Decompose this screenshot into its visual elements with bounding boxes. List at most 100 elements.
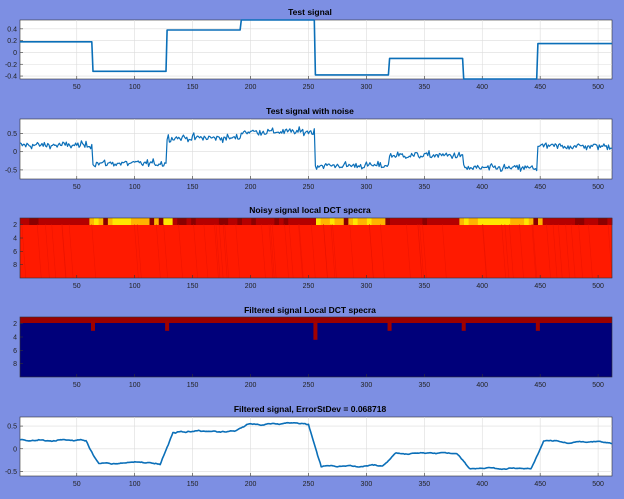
x-tick-label: 500 <box>592 382 604 389</box>
heatmap-cell <box>306 218 312 225</box>
x-tick-label: 350 <box>418 184 430 191</box>
x-tick-label: 450 <box>534 481 546 488</box>
heatmap-cell <box>357 218 363 225</box>
heatmap-cell <box>399 218 405 225</box>
heatmap-cell <box>501 218 507 225</box>
panel-noisy-signal: Test signal with noise 0.5 0 -0.5 50 100 150… <box>5 106 613 191</box>
heatmap-cell <box>255 218 261 225</box>
x-tick-label: 450 <box>534 283 546 290</box>
heatmap-cell <box>228 218 234 225</box>
heatmap-cell <box>394 218 400 225</box>
heatmap-cell <box>505 218 511 225</box>
heatmap-cell <box>274 218 280 225</box>
chart-title: Noisy signal local DCT specra <box>249 205 371 215</box>
heatmap-cell <box>131 218 137 225</box>
x-tick-label: 400 <box>476 84 488 91</box>
y-tick-label: 4 <box>13 236 17 243</box>
heatmap-cell <box>181 218 187 225</box>
heatmap-cell <box>542 218 548 225</box>
heatmap-cell <box>473 218 479 225</box>
x-tick-label: 50 <box>73 382 81 389</box>
heatmap-cell <box>24 218 30 225</box>
x-tick-label: 350 <box>418 382 430 389</box>
heatmap-cell <box>551 218 557 225</box>
heatmap-cell <box>461 320 466 331</box>
heatmap-cell <box>408 218 414 225</box>
x-tick-label: 400 <box>476 184 488 191</box>
heatmap <box>20 218 613 279</box>
chart-title: Filtered signal Local DCT specra <box>244 305 376 315</box>
heatmap-cell <box>329 218 335 225</box>
x-tick-label: 300 <box>361 283 373 290</box>
y-tick-label: 0.5 <box>7 131 17 138</box>
heatmap-cell <box>195 218 201 225</box>
chart-title: Test signal with noise <box>266 106 354 116</box>
heatmap-cell <box>242 218 248 225</box>
heatmap-cell <box>588 218 594 225</box>
panel-test-signal: Test signal 0.4 0.2 0 -0.2 -0.4 50 100 150 200 2… <box>5 7 613 91</box>
heatmap-cell <box>297 218 303 225</box>
heatmap-cell <box>80 218 86 225</box>
x-tick-label: 250 <box>303 283 315 290</box>
x-tick-label: 400 <box>476 481 488 488</box>
heatmap-cell <box>533 218 539 225</box>
heatmap-cell <box>33 218 39 225</box>
heatmap-cell <box>135 218 141 225</box>
heatmap-cell <box>602 218 608 225</box>
x-tick-label: 200 <box>245 382 257 389</box>
y-tick-label: 0 <box>13 446 17 453</box>
x-tick-label: 100 <box>129 184 141 191</box>
heatmap-cell <box>575 218 581 225</box>
heatmap-cell <box>311 218 317 225</box>
heatmap-cell <box>320 218 326 225</box>
heatmap-cell <box>90 320 95 331</box>
x-tick-label: 150 <box>187 283 199 290</box>
heatmap-cell <box>528 218 534 225</box>
heatmap-cell <box>570 218 576 225</box>
y-tick-label: 2 <box>13 321 17 328</box>
heatmap-cell <box>84 218 90 225</box>
heatmap-cell <box>165 320 170 331</box>
x-tick-label: 200 <box>245 84 257 91</box>
heatmap-cell <box>514 218 520 225</box>
x-tick-label: 300 <box>361 184 373 191</box>
x-tick-label: 50 <box>73 84 81 91</box>
heatmap-cell <box>260 218 266 225</box>
y-tick-label: 4 <box>13 335 17 342</box>
y-tick-label: 0.4 <box>7 26 17 33</box>
heatmap-cell <box>177 218 183 225</box>
x-tick-label: 150 <box>187 184 199 191</box>
heatmap-cell <box>348 218 354 225</box>
heatmap-cell <box>422 218 428 225</box>
heatmap-cell <box>334 218 340 225</box>
heatmap-cell <box>292 218 298 225</box>
heatmap-cell <box>561 218 567 225</box>
heatmap-cell <box>232 218 238 225</box>
heatmap-cell <box>237 218 243 225</box>
heatmap-cell <box>52 218 58 225</box>
heatmap-cell <box>565 218 571 225</box>
heatmap-cell <box>265 218 271 225</box>
heatmap-cell <box>251 218 257 225</box>
heatmap-cell <box>214 218 220 225</box>
x-tick-label: 150 <box>187 382 199 389</box>
heatmap-cell <box>57 218 63 225</box>
x-tick-label: 350 <box>418 283 430 290</box>
heatmap-cell <box>223 218 229 225</box>
heatmap-cell <box>459 218 465 225</box>
heatmap-cell <box>362 218 368 225</box>
heatmap-cell <box>209 218 215 225</box>
heatmap-cell <box>390 218 396 225</box>
x-tick-label: 250 <box>303 481 315 488</box>
plot-area <box>19 416 613 477</box>
heatmap-cell <box>121 218 127 225</box>
x-tick-label: 250 <box>303 84 315 91</box>
y-tick-label: -0.4 <box>5 74 17 81</box>
x-tick-label: 450 <box>534 184 546 191</box>
x-tick-label: 400 <box>476 382 488 389</box>
x-tick-label: 150 <box>187 481 199 488</box>
heatmap-cell <box>417 218 423 225</box>
heatmap-cell <box>218 218 224 225</box>
heatmap-cell <box>66 218 72 225</box>
series-line <box>19 126 613 172</box>
